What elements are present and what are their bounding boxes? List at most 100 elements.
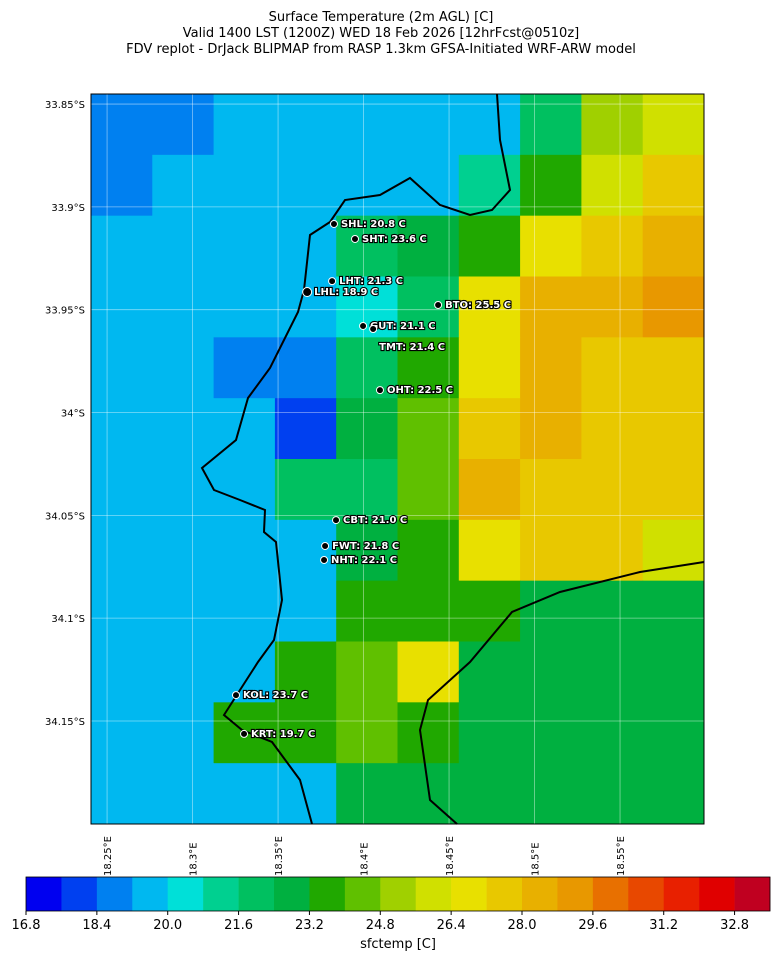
grid-cell	[213, 763, 276, 825]
grid-cell	[642, 337, 705, 399]
grid-cell	[274, 94, 337, 156]
grid-cell	[91, 276, 153, 338]
grid-cell	[397, 702, 460, 764]
colorbar-swatch	[26, 877, 62, 911]
grid-cell	[458, 641, 521, 703]
grid-cell	[152, 276, 215, 338]
station-marker	[359, 321, 368, 330]
coastline	[200, 93, 705, 825]
colorbar-swatch	[309, 877, 346, 911]
colorbar-tick-label: 32.8	[720, 918, 749, 933]
grid-cell	[152, 459, 215, 521]
grid-cell	[274, 154, 337, 217]
station-marker	[240, 729, 249, 738]
station-marker	[375, 386, 384, 395]
grid-cell	[458, 215, 521, 277]
colorbar-tick-label: 26.4	[437, 918, 466, 933]
grid-cell	[274, 702, 337, 764]
grid-cell	[397, 459, 460, 521]
colorbar-swatch	[344, 877, 381, 911]
grid-cell	[458, 580, 521, 642]
x-tick-label: 18.3°E	[189, 842, 200, 876]
grid-cell	[458, 702, 521, 764]
colorbar-tick-label: 16.8	[12, 918, 41, 933]
colorbar-tick-label: 29.6	[578, 918, 607, 933]
grid-cell	[581, 337, 644, 399]
grid-cell	[581, 580, 644, 642]
grid-cell	[213, 337, 276, 399]
grid-cell	[520, 398, 582, 460]
grid-cell	[152, 94, 215, 156]
grid-cell	[642, 641, 705, 703]
station-marker	[302, 287, 313, 298]
grid-cell	[520, 580, 582, 642]
graticule	[91, 94, 704, 824]
raster	[91, 94, 705, 825]
colorbar-swatch	[96, 877, 133, 911]
station-marker	[329, 219, 338, 228]
grid-cell	[520, 215, 582, 277]
grid-cell	[581, 641, 644, 703]
grid-cell	[274, 337, 337, 399]
grid-cell	[336, 580, 398, 642]
grid-cell	[152, 702, 215, 764]
x-tick-label: 18.55°E	[616, 836, 627, 876]
station-label: KOL: 23.7 C	[243, 690, 308, 701]
y-tick-label: 33.95°S	[45, 306, 85, 317]
colorbar-swatch	[734, 877, 771, 911]
grid-cell	[91, 337, 153, 399]
grid-cell	[274, 276, 337, 338]
colorbar-tick-label: 21.6	[224, 918, 253, 933]
grid-cell	[274, 763, 337, 825]
grid-cell	[458, 398, 521, 460]
station-label: SHT: 23.6 C	[362, 234, 427, 245]
grid-cell	[274, 519, 337, 582]
x-tick-label: 18.45°E	[445, 836, 456, 876]
coast-path	[200, 93, 512, 825]
colorbar-frame	[25, 876, 771, 912]
colorbar-tick-label: 31.2	[649, 918, 678, 933]
grid-cell	[581, 702, 644, 764]
grid-cell	[274, 641, 337, 703]
grid-cell	[520, 276, 582, 338]
colorbar-swatch	[628, 877, 665, 911]
colorbar-swatch	[557, 877, 594, 911]
grid-cell	[458, 337, 521, 399]
colorbar-swatch	[274, 877, 310, 911]
grid-cell	[520, 459, 582, 521]
colorbar-swatch	[203, 877, 239, 911]
x-tick-label: 18.5°E	[531, 842, 542, 876]
grid-cell	[336, 154, 398, 217]
station-label: BTO: 25.5 C	[445, 300, 511, 311]
colorbar-swatch	[61, 877, 98, 911]
grid-cell	[397, 519, 460, 582]
grid-cell	[520, 519, 582, 582]
grid-cell	[581, 763, 644, 825]
grid-cell	[274, 580, 337, 642]
grid-cell	[91, 580, 153, 642]
grid-cell	[581, 94, 644, 156]
grid-cell	[520, 94, 582, 156]
grid-cell	[213, 276, 276, 338]
grid-cell	[397, 398, 460, 460]
grid-cell	[336, 763, 398, 825]
station-label: GUT: 21.1 C	[370, 321, 436, 332]
y-tick-label: 34.15°S	[45, 717, 85, 728]
grid-cell	[213, 519, 276, 582]
grid-cell	[91, 398, 153, 460]
grid-cell	[642, 763, 705, 825]
grid-cell	[336, 641, 398, 703]
grid-cell	[152, 398, 215, 460]
grid-cell	[458, 276, 521, 338]
colorbar-swatch	[238, 877, 275, 911]
title-line: FDV replot - DrJack BLIPMAP from RASP 1.…	[126, 42, 636, 57]
grid-cell	[581, 519, 644, 582]
station-marker	[332, 516, 341, 525]
colorbar-swatch	[167, 877, 204, 911]
grid-cell	[642, 398, 705, 460]
title-line: Surface Temperature (2m AGL) [C]	[269, 10, 494, 25]
colorbar-tick-label: 23.2	[295, 918, 324, 933]
colorbar-swatch	[451, 877, 487, 911]
colorbar-swatch	[415, 877, 452, 911]
grid-cell	[213, 94, 276, 156]
